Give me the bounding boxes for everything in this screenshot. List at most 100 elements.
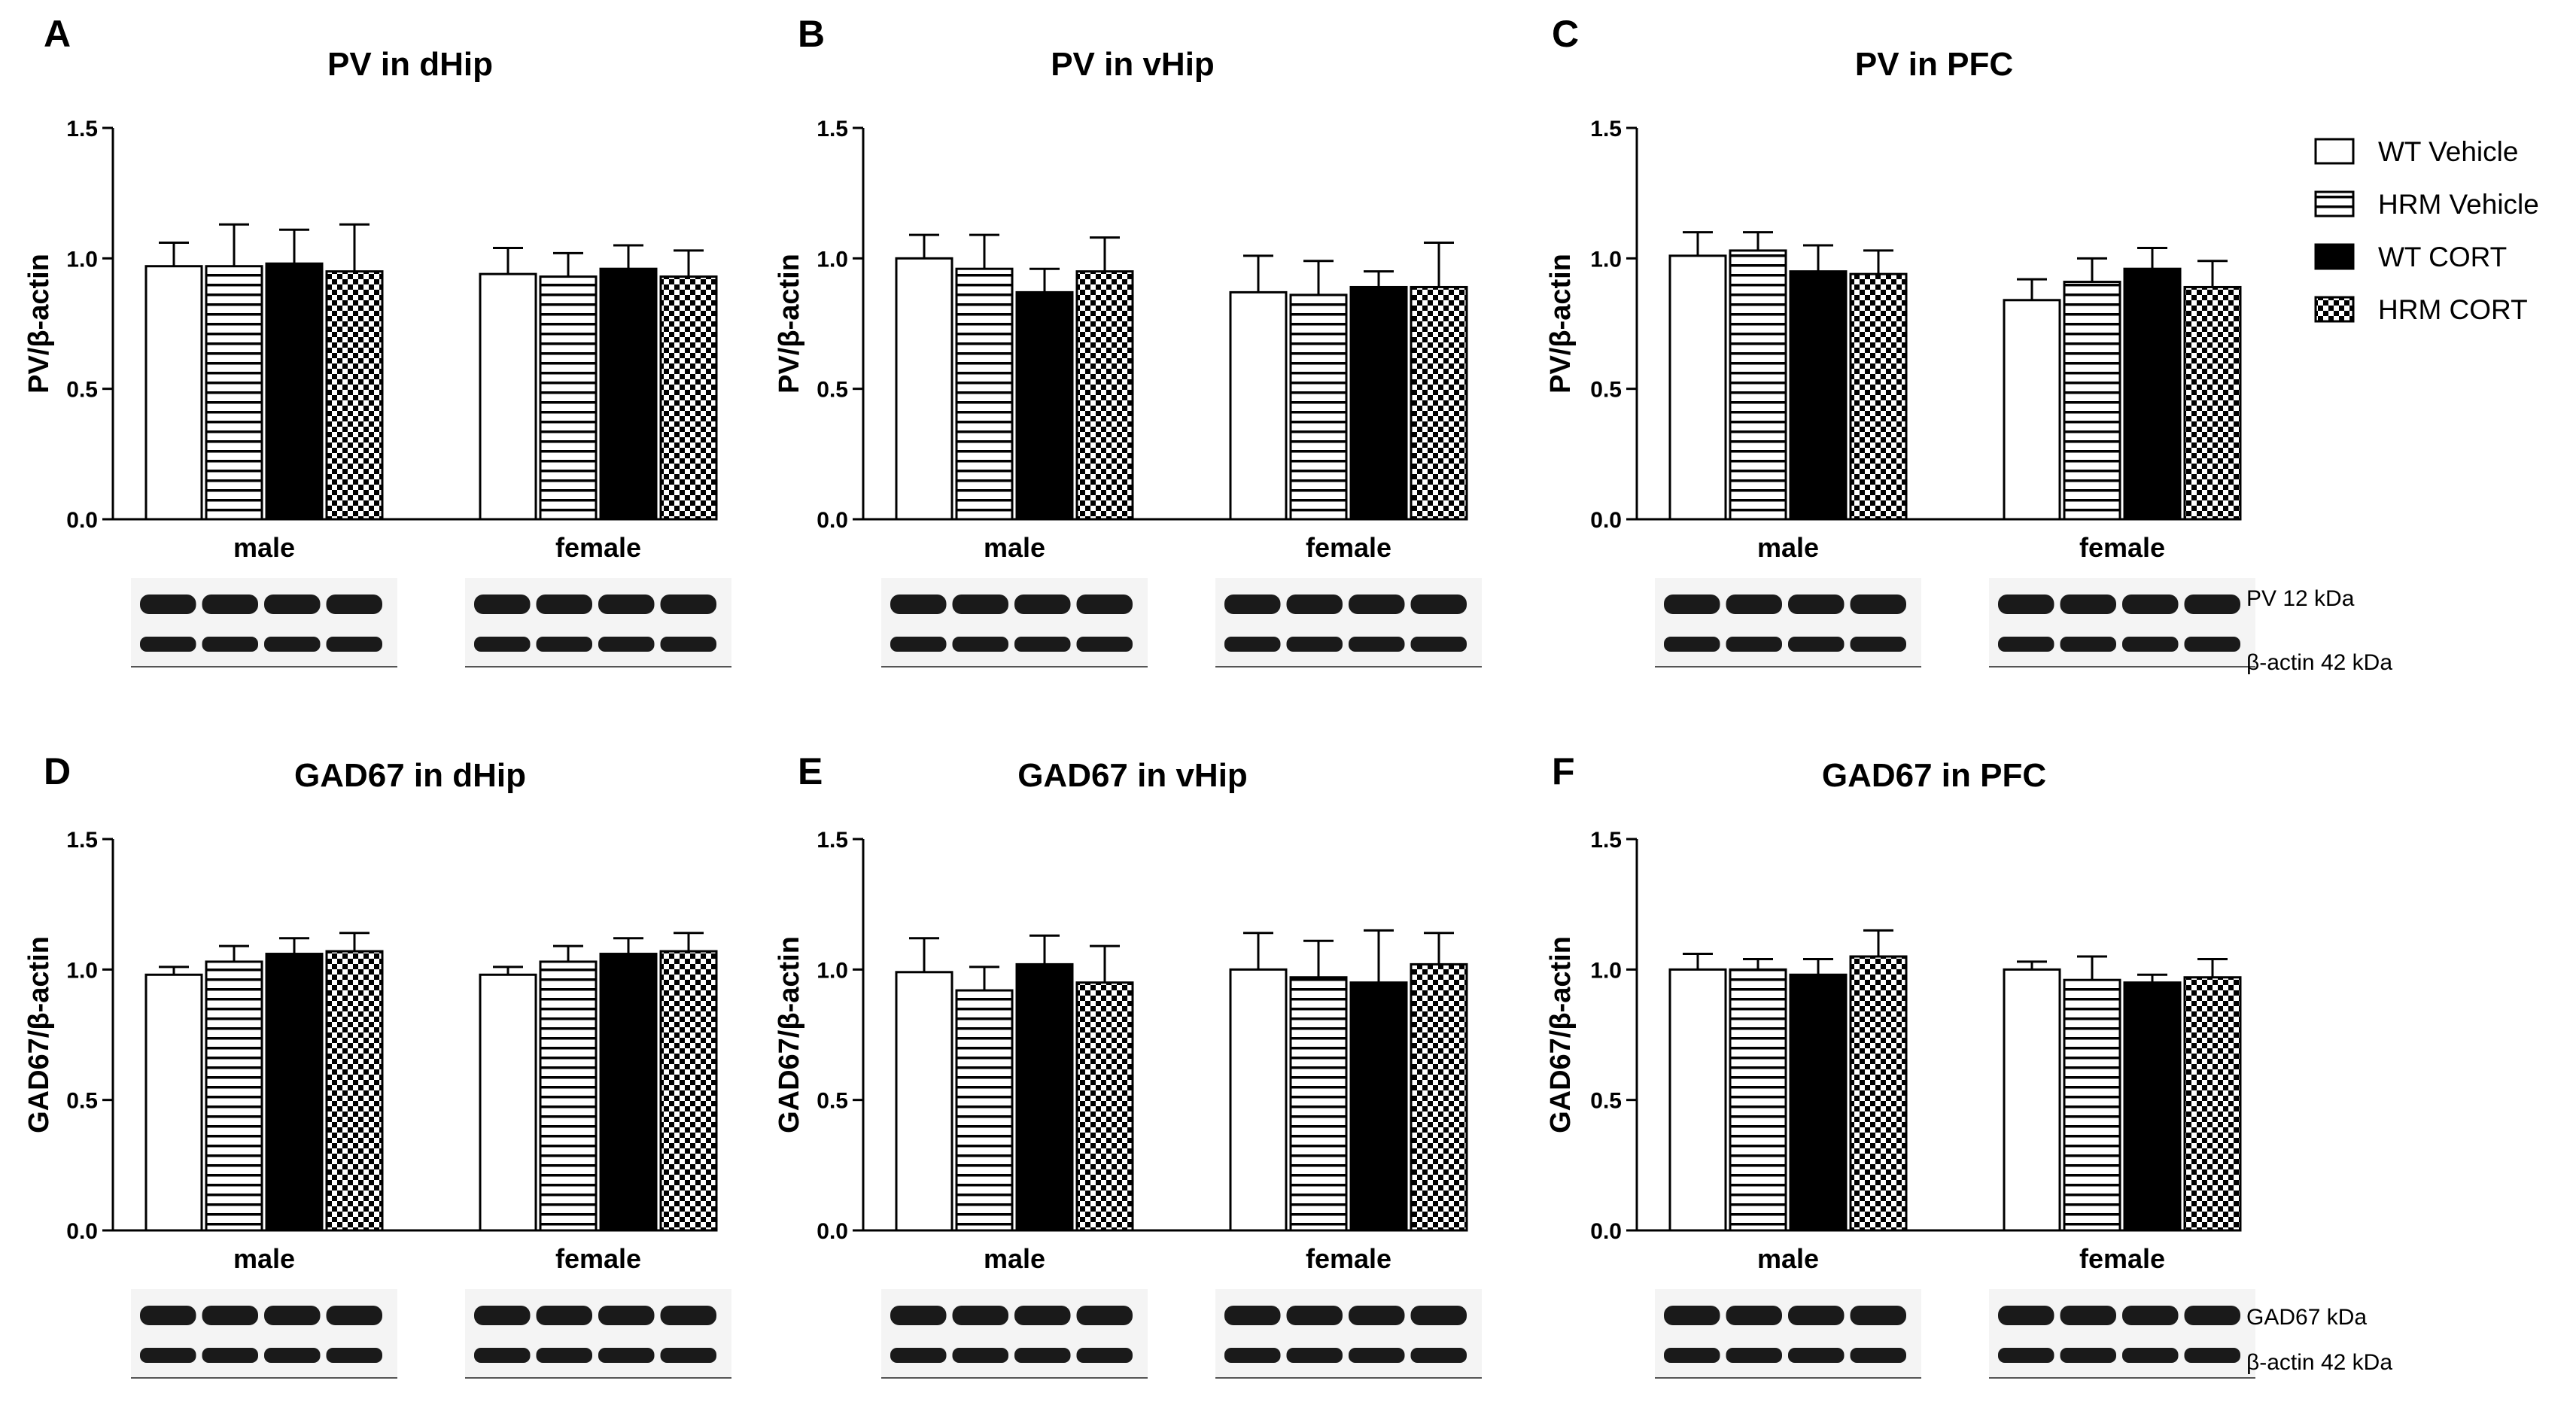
legend-item-hstripe: HRM Vehicle	[2314, 189, 2539, 220]
bar-female-checker	[2183, 976, 2242, 1232]
bar-male-white	[1668, 254, 1727, 521]
blot-band-actin	[598, 1348, 655, 1363]
blot-band-actin	[2184, 637, 2240, 652]
bar-male-black	[1789, 973, 1848, 1232]
blot-band-actin	[2060, 1348, 2116, 1363]
blot-band-target	[1014, 595, 1071, 614]
y-tick-label: 1.5	[66, 117, 98, 141]
category-label-female: female	[1306, 1243, 1391, 1274]
y-tick-label: 1.5	[817, 828, 848, 853]
blot-background	[1989, 578, 2255, 667]
blot-band-target	[140, 1306, 196, 1325]
panel-letter: D	[44, 750, 71, 792]
bar-female-checker	[1410, 285, 1468, 521]
category-label-female: female	[2079, 532, 2165, 563]
blot-band-actin	[536, 637, 592, 652]
blot-band-target	[1014, 1306, 1071, 1325]
blot-band-actin	[1410, 1348, 1467, 1363]
blot-band-actin	[264, 1348, 321, 1363]
blot-band-actin	[952, 637, 1008, 652]
blot-background	[1655, 1289, 1921, 1378]
bar-male-black	[265, 953, 324, 1232]
bar-male-checker	[1849, 955, 1908, 1232]
blot-band-target	[1788, 1306, 1845, 1325]
blot-band-target	[326, 1306, 382, 1325]
chart-panel-c: C PV in PFC PV/β-actin 0.0 0.5 1.0 1.5 male fema…	[1545, 13, 2255, 668]
panel-letter: E	[798, 750, 823, 792]
blot-band-actin	[1664, 1348, 1720, 1363]
y-tick-label: 0.5	[66, 1089, 98, 1114]
blot-band-actin	[1726, 1348, 1782, 1363]
bar-male-checker	[1849, 272, 1908, 521]
y-axis-label: GAD67/β-actin	[774, 936, 805, 1133]
blot-band-target	[2122, 595, 2179, 614]
blot-band-target	[1410, 595, 1467, 614]
legend-item-white: WT Vehicle	[2314, 136, 2518, 167]
bar-female-white	[1229, 968, 1288, 1232]
bar-female-black	[1349, 285, 1408, 521]
blot-band-actin	[1349, 637, 1405, 652]
blot-background	[1655, 578, 1921, 667]
bar-male-black	[1789, 270, 1848, 521]
bar-female-hstripe	[2063, 978, 2121, 1232]
category-label-male: male	[233, 1243, 295, 1274]
chart-panel-a: A PV in dHip PV/β-actin 0.0 0.5 1.0 1.5 male fem…	[23, 13, 731, 668]
blot-background	[881, 578, 1148, 667]
blot-band-target	[1726, 595, 1782, 614]
legend-swatch	[2314, 138, 2355, 165]
y-tick-label: 0.0	[817, 1219, 848, 1244]
y-tick-label: 0.0	[1590, 1219, 1622, 1244]
bar-male-black	[1015, 962, 1074, 1232]
blot-band-target	[1998, 595, 2054, 614]
panel-letter: F	[1552, 750, 1575, 792]
bar-female-checker	[659, 275, 718, 521]
blot-band-target	[890, 595, 947, 614]
bar-male-checker	[1075, 270, 1134, 521]
blot-band-actin	[1224, 637, 1281, 652]
blot-band-target	[890, 1306, 947, 1325]
y-axis-label: PV/β-actin	[1545, 254, 1577, 394]
bar-female-hstripe	[539, 960, 598, 1232]
blot-background	[465, 578, 731, 667]
panel-title: PV in dHip	[327, 46, 493, 83]
blot-band-target	[202, 595, 258, 614]
blot-band-target	[474, 1306, 531, 1325]
blot-band-actin	[952, 1348, 1008, 1363]
blot-band-actin	[536, 1348, 592, 1363]
bar-male-checker	[325, 270, 384, 521]
bar-female-checker	[2183, 285, 2242, 521]
bar-female-hstripe	[2063, 281, 2121, 521]
blot-band-actin	[1664, 637, 1720, 652]
chart-panel-d: D GAD67 in dHip GAD67/β-actin 0.0 0.5 1.0 1.5 m…	[23, 750, 731, 1379]
blot-band-target	[2184, 595, 2240, 614]
bar-female-checker	[659, 950, 718, 1232]
blot-background	[1215, 578, 1482, 667]
bar-male-hstripe	[955, 267, 1014, 521]
blot-band-target	[660, 1306, 716, 1325]
blot-band-target	[1224, 595, 1281, 614]
bar-male-black	[265, 262, 324, 521]
blot-band-target	[140, 595, 196, 614]
blot-band-actin	[1014, 1348, 1071, 1363]
bar-female-black	[2123, 981, 2182, 1232]
western-blot-male	[1655, 1289, 1921, 1379]
blot-band-actin	[2184, 1348, 2240, 1363]
blot-band-actin	[140, 637, 196, 652]
blot-band-actin	[890, 1348, 947, 1363]
bar-male-hstripe	[1729, 249, 1787, 521]
blot-labels: PV 12 kDa β-actin 42 kDa GAD67 kDa β-actin …	[2246, 586, 2392, 1375]
blot-band-actin	[474, 637, 531, 652]
y-tick-label: 1.0	[817, 247, 848, 272]
bar-male-white	[895, 257, 953, 521]
chart-panel-e: E GAD67 in vHip GAD67/β-actin 0.0 0.5 1.0 1.5 m…	[774, 750, 1482, 1379]
blot-band-actin	[1788, 637, 1845, 652]
blot-band-target	[1076, 1306, 1133, 1325]
blot-band-actin	[2122, 637, 2179, 652]
y-axis-label: PV/β-actin	[23, 254, 55, 394]
panel-title: GAD67 in PFC	[1822, 757, 2046, 794]
blot-band-target	[2060, 595, 2116, 614]
y-tick-label: 1.0	[817, 958, 848, 983]
blot-band-label: β-actin 42 kDa	[2246, 650, 2392, 675]
y-tick-label: 1.5	[66, 828, 98, 853]
